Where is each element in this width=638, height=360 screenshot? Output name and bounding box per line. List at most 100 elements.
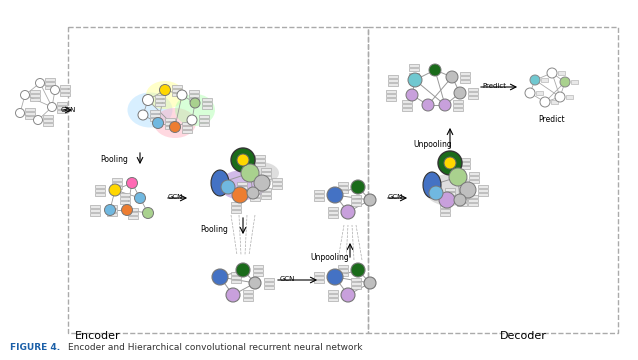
Bar: [128, 212, 138, 215]
Bar: [231, 210, 241, 212]
Bar: [43, 122, 53, 126]
Circle shape: [15, 108, 24, 117]
Bar: [250, 194, 260, 197]
Bar: [469, 176, 479, 179]
Bar: [338, 185, 348, 189]
Bar: [60, 89, 70, 91]
Bar: [338, 181, 348, 185]
Bar: [120, 197, 130, 199]
Bar: [253, 269, 263, 271]
Bar: [57, 105, 67, 108]
Circle shape: [231, 148, 255, 172]
Circle shape: [20, 90, 29, 99]
Bar: [478, 189, 488, 192]
Bar: [328, 289, 338, 293]
Bar: [120, 201, 130, 203]
Bar: [469, 171, 479, 175]
Bar: [199, 122, 209, 126]
Circle shape: [327, 187, 343, 203]
Bar: [351, 285, 361, 288]
Circle shape: [454, 87, 466, 99]
Bar: [107, 204, 117, 207]
Circle shape: [170, 122, 181, 132]
Bar: [314, 271, 324, 275]
Text: Encoder: Encoder: [75, 331, 121, 341]
Bar: [182, 130, 192, 132]
Bar: [128, 207, 138, 211]
Circle shape: [47, 103, 57, 112]
Ellipse shape: [128, 93, 172, 127]
Bar: [90, 204, 100, 207]
Bar: [571, 80, 578, 84]
Bar: [272, 181, 282, 185]
Bar: [237, 189, 247, 193]
Bar: [386, 90, 396, 93]
Circle shape: [152, 117, 163, 129]
Bar: [314, 198, 324, 201]
Bar: [60, 93, 70, 95]
Bar: [261, 171, 271, 175]
Bar: [328, 293, 338, 297]
Circle shape: [237, 154, 249, 166]
Bar: [90, 212, 100, 216]
Bar: [445, 195, 455, 198]
Bar: [112, 185, 122, 189]
Bar: [231, 275, 241, 279]
Bar: [128, 216, 138, 219]
Bar: [445, 192, 455, 194]
Bar: [45, 85, 55, 89]
Bar: [172, 85, 182, 87]
Bar: [338, 273, 348, 275]
Bar: [250, 198, 260, 201]
Circle shape: [449, 168, 467, 186]
Bar: [243, 289, 253, 293]
Bar: [30, 94, 40, 96]
Bar: [478, 185, 488, 188]
Bar: [150, 117, 160, 121]
Bar: [460, 166, 470, 168]
Circle shape: [241, 164, 259, 182]
Circle shape: [34, 116, 43, 125]
Bar: [272, 177, 282, 180]
Bar: [155, 103, 165, 105]
Circle shape: [439, 192, 455, 208]
Bar: [460, 158, 470, 161]
Bar: [453, 104, 463, 107]
Bar: [264, 282, 274, 284]
Bar: [314, 275, 324, 279]
Bar: [150, 109, 160, 112]
Circle shape: [212, 269, 228, 285]
Ellipse shape: [241, 162, 279, 184]
Bar: [469, 180, 479, 183]
Bar: [338, 265, 348, 267]
Bar: [107, 208, 117, 212]
Circle shape: [454, 194, 466, 206]
Bar: [541, 78, 548, 82]
Bar: [43, 118, 53, 122]
Bar: [243, 297, 253, 301]
Text: Unpooling: Unpooling: [413, 140, 452, 149]
Circle shape: [438, 151, 462, 175]
Bar: [328, 211, 338, 213]
Bar: [338, 189, 348, 193]
Circle shape: [221, 180, 235, 194]
Bar: [409, 72, 419, 76]
Bar: [264, 285, 274, 288]
Circle shape: [142, 94, 154, 105]
Bar: [566, 95, 573, 99]
Circle shape: [364, 277, 376, 289]
Bar: [440, 204, 450, 207]
Bar: [468, 202, 478, 206]
Circle shape: [50, 85, 59, 94]
Text: GCN: GCN: [388, 194, 403, 200]
Bar: [237, 181, 247, 185]
Bar: [272, 185, 282, 189]
Bar: [460, 162, 470, 165]
Bar: [255, 154, 265, 158]
Bar: [261, 195, 271, 198]
Bar: [255, 158, 265, 162]
Ellipse shape: [154, 108, 196, 138]
Bar: [328, 215, 338, 217]
Circle shape: [408, 73, 422, 87]
Bar: [457, 202, 467, 206]
